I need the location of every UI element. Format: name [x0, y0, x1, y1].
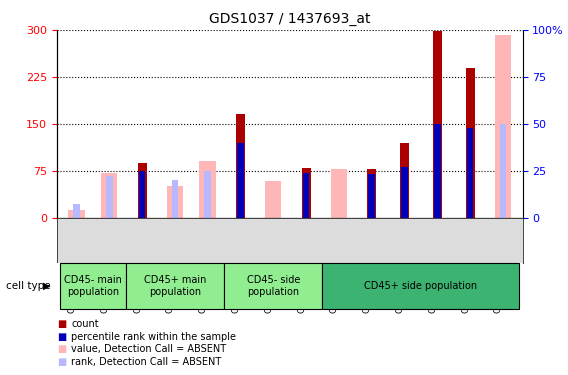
- Text: count: count: [71, 320, 99, 329]
- Text: CD45+ side population: CD45+ side population: [364, 281, 478, 291]
- Bar: [495, 35, 511, 218]
- Bar: [400, 142, 409, 218]
- Title: GDS1037 / 1437693_at: GDS1037 / 1437693_at: [209, 12, 370, 26]
- Bar: [237, 142, 244, 218]
- Text: cell type: cell type: [6, 281, 51, 291]
- Text: CD45- main
population: CD45- main population: [64, 275, 122, 297]
- Bar: [331, 169, 347, 217]
- Bar: [433, 31, 442, 217]
- Bar: [101, 172, 118, 217]
- Bar: [166, 186, 183, 218]
- Text: ■: ■: [57, 357, 66, 366]
- Text: percentile rank within the sample: percentile rank within the sample: [71, 332, 236, 342]
- Bar: [172, 180, 178, 218]
- Bar: [126, 262, 224, 309]
- Text: value, Detection Call = ABSENT: value, Detection Call = ABSENT: [71, 344, 226, 354]
- Bar: [236, 114, 245, 218]
- Text: ■: ■: [57, 344, 66, 354]
- Bar: [369, 174, 375, 217]
- Bar: [367, 169, 376, 217]
- Text: ■: ■: [57, 320, 66, 329]
- Text: rank, Detection Call = ABSENT: rank, Detection Call = ABSENT: [71, 357, 222, 366]
- Bar: [303, 172, 310, 217]
- Text: ▶: ▶: [43, 281, 50, 291]
- Bar: [466, 68, 475, 218]
- Bar: [60, 262, 126, 309]
- Bar: [204, 171, 211, 217]
- Bar: [500, 124, 506, 218]
- Bar: [434, 124, 441, 218]
- Bar: [68, 210, 85, 218]
- Text: CD45+ main
population: CD45+ main population: [144, 275, 206, 297]
- Bar: [467, 128, 473, 218]
- Bar: [323, 262, 519, 309]
- Text: ■: ■: [57, 332, 66, 342]
- Bar: [224, 262, 323, 309]
- Bar: [265, 181, 282, 218]
- Bar: [106, 176, 112, 218]
- Bar: [137, 162, 147, 218]
- Bar: [237, 184, 244, 218]
- Bar: [73, 204, 80, 218]
- Text: CD45- side
population: CD45- side population: [247, 275, 300, 297]
- Bar: [302, 168, 311, 217]
- Bar: [401, 167, 408, 218]
- Bar: [199, 161, 216, 218]
- Bar: [139, 171, 145, 217]
